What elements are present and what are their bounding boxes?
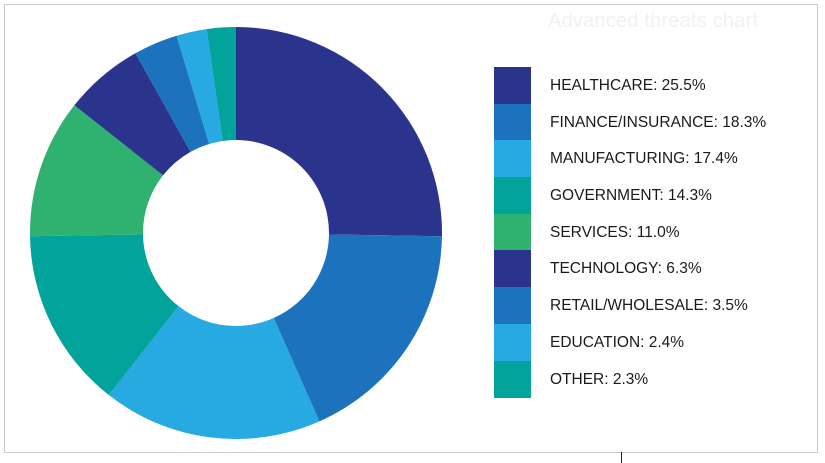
chart-title: Advanced threats chart [548,10,759,32]
legend-label: HEALTHCARE: 25.5% [550,77,706,94]
legend-swatch [494,287,531,325]
slice-finance-insurance [273,234,442,422]
slice-retail-wholesale [135,35,210,152]
slice-government [30,234,179,396]
slice-healthcare [236,27,442,237]
legend-swatch [494,360,531,398]
legend-label: EDUCATION: 2.4% [550,333,685,351]
legend-swatch [494,177,531,215]
slice-manufacturing [108,306,320,439]
legend-swatch [494,140,531,178]
slice-education [176,29,223,144]
legend-swatch [494,323,531,361]
legend-swatch [494,67,531,104]
legend-label: RETAIL/WHOLESALE: 3.5% [550,297,748,315]
slice-other [206,27,236,141]
legend-label: OTHER: 2.3% [550,370,649,388]
legend-label: TECHNOLOGY: 6.3% [550,260,702,278]
slice-technology [74,53,191,176]
legend-label: MANUFACTURING: 17.4% [550,150,738,168]
legend-label: GOVERNMENT: 14.3% [550,187,712,205]
legend-swatch [494,103,531,141]
slice-services [30,105,164,237]
edge-marker [621,452,622,463]
legend-label: SERVICES: 11.0% [550,223,680,241]
legend-swatch [494,250,531,288]
legend-label: FINANCE/INSURANCE: 18.3% [550,113,767,131]
legend-swatch [494,213,531,251]
